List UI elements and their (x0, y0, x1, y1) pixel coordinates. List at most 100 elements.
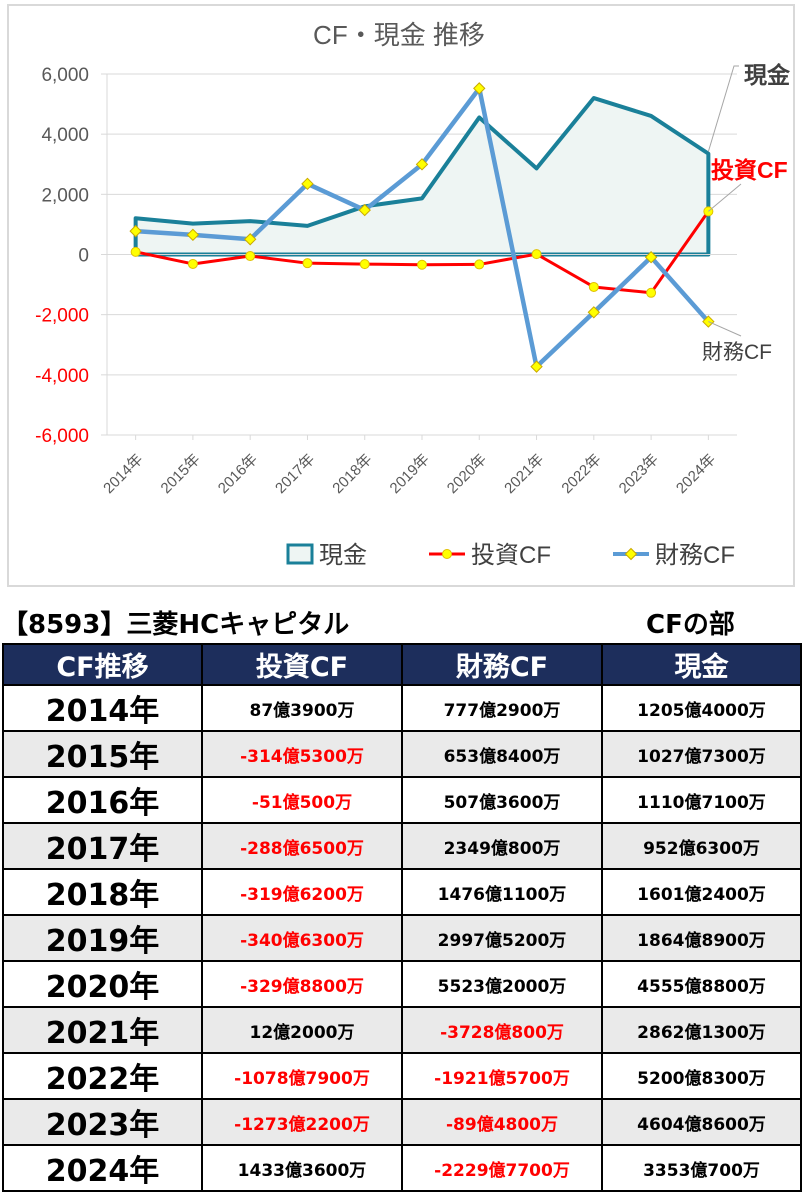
invest-cf-point (588, 281, 599, 292)
header-cash: 現金 (601, 643, 802, 686)
cash-end-label: 現金 (744, 62, 791, 88)
cash-cell: 2862億1300万 (601, 1006, 802, 1054)
x-tick-label: 2014年 (100, 451, 146, 497)
invest-cf-point (646, 287, 657, 298)
table-row: 2023年 -1273億2200万 -89億4800万 4604億8600万 (2, 1098, 802, 1146)
y-tick-label: -4,000 (35, 366, 89, 387)
invest-cf-point (531, 249, 542, 260)
chart-panel: CF・現金 推移 6,000 4,000 2,000 0 -2,000 -4,000 -6,0… (7, 4, 795, 587)
table-row: 2020年 -329億8800万 5523億2000万 4555億8800万 (2, 960, 802, 1008)
table-row: 2024年 1433億3600万 -2229億7700万 3353億700万 (2, 1144, 802, 1192)
invest-end-label: 投資CF (711, 157, 788, 183)
table-row: 2022年 -1078億7900万 -1921億5700万 5200億8300万 (2, 1052, 802, 1100)
x-tick-label: 2023年 (616, 451, 662, 497)
table-row: 2018年 -319億6200万 1476億1100万 1601億2400万 (2, 868, 802, 916)
finance-cf-cell: 777億2900万 (401, 684, 603, 732)
finance-cf-point (473, 82, 486, 95)
finance-cf-cell: 2349億800万 (401, 822, 603, 870)
invest-leader-line (708, 183, 742, 212)
y-tick-label: 2,000 (41, 185, 89, 206)
year-cell: 2024年 (2, 1144, 203, 1192)
company-title: 【8593】三菱HCキャピタル (2, 610, 350, 640)
header-cf-trend: CF推移 (2, 643, 203, 686)
x-tick-label: 2017年 (272, 451, 318, 497)
invest-cf-cell: 1433億3600万 (201, 1144, 403, 1192)
y-tick-label: -2,000 (35, 306, 89, 327)
legend-finance-marker (624, 547, 638, 561)
year-cell: 2022年 (2, 1052, 203, 1100)
invest-cf-cell: -329億8800万 (201, 960, 403, 1008)
y-tick-label: 4,000 (41, 125, 89, 146)
invest-cf-cell: -319億6200万 (201, 868, 403, 916)
invest-cf-cell: 12億2000万 (201, 1006, 403, 1054)
year-cell: 2017年 (2, 822, 203, 870)
cash-cell: 5200億8300万 (601, 1052, 802, 1100)
y-tick-label: -6,000 (35, 426, 89, 447)
cash-cell: 4604億8600万 (601, 1098, 802, 1146)
x-tick-label: 2016年 (215, 451, 261, 497)
y-tick-label: 0 (78, 246, 89, 267)
table-row: 2014年 87億3900万 777億2900万 1205億4000万 (2, 684, 802, 732)
invest-cf-point (474, 259, 485, 270)
cash-cell: 1864億8900万 (601, 914, 802, 962)
cash-cell: 3353億700万 (601, 1144, 802, 1192)
finance-cf-point (415, 158, 429, 171)
invest-cf-cell: -314億5300万 (201, 730, 403, 778)
legend-cash-swatch (286, 543, 314, 565)
finance-cf-point (243, 233, 257, 246)
finance-cf-point (530, 360, 543, 373)
finance-cf-cell: -2229億7700万 (401, 1144, 603, 1192)
invest-cf-point (130, 246, 141, 257)
cash-cell: 1027億7300万 (601, 730, 802, 778)
cf-table: CF推移 投資CF 財務CF 現金 2014年 87億3900万 777億2900万… (2, 643, 802, 1192)
table-row: 2021年 12億2000万 -3728億800万 2862億1300万 (2, 1006, 802, 1054)
header-finance-cf: 財務CF (401, 643, 603, 686)
x-tick-label: 2018年 (329, 451, 375, 497)
table-row: 2015年 -314億5300万 653億8400万 1027億7300万 (2, 730, 802, 778)
year-cell: 2021年 (2, 1006, 203, 1054)
table-row: 2017年 -288億6500万 2349億800万 952億6300万 (2, 822, 802, 870)
finance-cf-point (186, 228, 200, 242)
finance-cf-cell: 5523億2000万 (401, 960, 603, 1008)
legend-finance-label: 財務CF (655, 542, 735, 569)
invest-cf-point (187, 258, 198, 269)
finance-cf-point (129, 224, 142, 238)
invest-cf-point (359, 259, 370, 270)
invest-cf-cell: -288億6500万 (201, 822, 403, 870)
invest-cf-cell: -51億500万 (201, 776, 403, 824)
finance-leader-line (708, 321, 742, 337)
cash-cell: 1205億4000万 (601, 684, 802, 732)
x-tick-label: 2022年 (558, 451, 604, 497)
year-cell: 2018年 (2, 868, 203, 916)
header-invest-cf: 投資CF (201, 643, 403, 686)
legend-invest-marker (442, 549, 452, 559)
y-tick-label: 6,000 (41, 65, 89, 86)
invest-cf-cell: 87億3900万 (201, 684, 403, 732)
cash-cell: 952億6300万 (601, 822, 802, 870)
legend-cash-label: 現金 (319, 542, 367, 569)
cf-chart: CF・現金 推移 6,000 4,000 2,000 0 -2,000 -4,000 -6,0… (35, 20, 791, 569)
finance-cf-cell: -89億4800万 (401, 1098, 603, 1146)
cash-area (133, 96, 711, 257)
legend-invest-label: 投資CF (471, 542, 551, 569)
x-tick-label: 2019年 (387, 451, 433, 497)
invest-cf-point (302, 258, 313, 269)
finance-cf-cell: 653億8400万 (401, 730, 603, 778)
invest-cf-point (417, 259, 427, 270)
chart-title: CF・現金 推移 (313, 20, 485, 50)
section-title: CFの部 (646, 610, 735, 640)
finance-cf-cell: -1921億5700万 (401, 1052, 603, 1100)
finance-cf-point (301, 177, 314, 191)
x-tick-label: 2020年 (444, 451, 490, 497)
x-tick-label: 2024年 (673, 451, 719, 497)
year-cell: 2019年 (2, 914, 203, 962)
x-tick-label: 2021年 (501, 451, 547, 497)
finance-cf-point (587, 306, 601, 319)
finance-cf-cell: 2997億5200万 (401, 914, 603, 962)
year-cell: 2023年 (2, 1098, 203, 1146)
table-header-row: CF推移 投資CF 財務CF 現金 (2, 643, 802, 686)
finance-end-label: 財務CF (702, 341, 772, 364)
finance-cf-cell: -3728億800万 (401, 1006, 603, 1054)
invest-cf-cell: -340億6300万 (201, 914, 403, 962)
finance-cf-point (358, 203, 371, 217)
